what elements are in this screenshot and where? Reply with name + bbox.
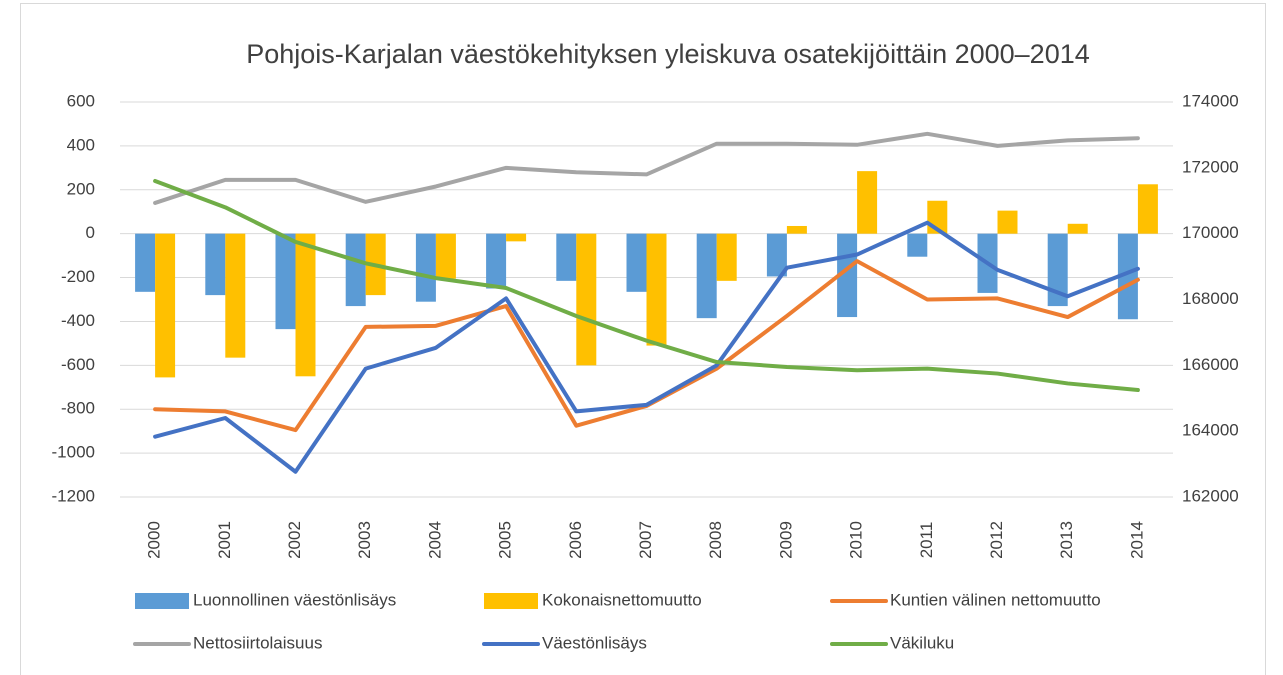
y2-tick-label: 166000 xyxy=(1182,355,1239,374)
bar xyxy=(857,171,878,234)
y-tick-label: 600 xyxy=(67,91,95,110)
bar xyxy=(696,233,717,319)
x-tick-label: 2004 xyxy=(425,521,444,559)
x-tick-label: 2007 xyxy=(636,521,655,559)
line-series xyxy=(153,179,1140,393)
bar xyxy=(716,233,737,281)
bar xyxy=(1047,233,1068,307)
x-tick-label: 2013 xyxy=(1057,521,1076,559)
y2-tick-label: 168000 xyxy=(1182,289,1239,308)
chart-title: Pohjois-Karjalan väestökehityksen yleisk… xyxy=(246,39,1090,69)
x-tick-label: 2002 xyxy=(285,521,304,559)
x-tick-label: 2001 xyxy=(215,521,234,559)
bar xyxy=(225,233,246,358)
x-tick-label: 2012 xyxy=(987,521,1006,559)
y-tick-label: 400 xyxy=(67,135,95,154)
y-tick-label: -1200 xyxy=(52,486,95,505)
y-tick-label: 0 xyxy=(86,223,95,242)
line-series xyxy=(153,220,1140,474)
bar xyxy=(155,233,176,378)
bar xyxy=(786,225,807,234)
x-tick-label: 2005 xyxy=(496,521,515,559)
bar xyxy=(205,233,226,296)
bar xyxy=(415,233,436,302)
bar xyxy=(576,233,597,366)
x-tick-label: 2006 xyxy=(566,521,585,559)
bar xyxy=(135,233,156,292)
x-tick-label: 2010 xyxy=(847,521,866,559)
x-tick-label: 2014 xyxy=(1127,521,1146,559)
bar xyxy=(907,233,928,257)
y2-tick-label: 162000 xyxy=(1182,486,1239,505)
y2-tick-label: 164000 xyxy=(1182,421,1239,440)
y2-tick-label: 170000 xyxy=(1182,223,1239,242)
y-tick-label: -200 xyxy=(61,267,95,286)
bar xyxy=(766,233,787,277)
bar xyxy=(1067,223,1088,234)
x-tick-label: 2009 xyxy=(776,521,795,559)
legend-label: Väkiluku xyxy=(890,633,954,652)
bar xyxy=(1117,233,1138,320)
y-tick-label: -600 xyxy=(61,355,95,374)
x-tick-label: 2003 xyxy=(355,521,374,559)
y2-tick-label: 174000 xyxy=(1182,91,1239,110)
bar xyxy=(646,233,667,346)
y-tick-label: -1000 xyxy=(52,443,95,462)
y-tick-label: -400 xyxy=(61,311,95,330)
legend-label: Väestönlisäys xyxy=(542,633,647,652)
bar xyxy=(1137,184,1158,234)
x-tick-label: 2008 xyxy=(706,521,725,559)
bar xyxy=(345,233,366,307)
legend-label: Kokonaisnettomuutto xyxy=(542,590,702,609)
bar xyxy=(626,233,647,292)
legend-swatch xyxy=(135,593,189,609)
y-tick-label: -800 xyxy=(61,399,95,418)
y2-tick-label: 172000 xyxy=(1182,157,1239,176)
bar xyxy=(275,233,296,330)
x-tick-label: 2000 xyxy=(145,521,164,559)
bar xyxy=(556,233,577,281)
bar xyxy=(435,233,456,279)
line-series xyxy=(153,131,1140,205)
legend-label: Kuntien välinen nettomuutto xyxy=(890,590,1101,609)
legend-swatch xyxy=(484,593,538,609)
bar xyxy=(506,233,527,242)
y-tick-label: 200 xyxy=(67,179,95,198)
bar xyxy=(486,233,507,289)
bar xyxy=(295,233,316,377)
legend-label: Luonnollinen väestönlisäys xyxy=(193,590,396,609)
x-tick-label: 2011 xyxy=(917,522,936,559)
legend-label: Nettosiirtolaisuus xyxy=(193,633,322,652)
bar xyxy=(997,210,1018,234)
